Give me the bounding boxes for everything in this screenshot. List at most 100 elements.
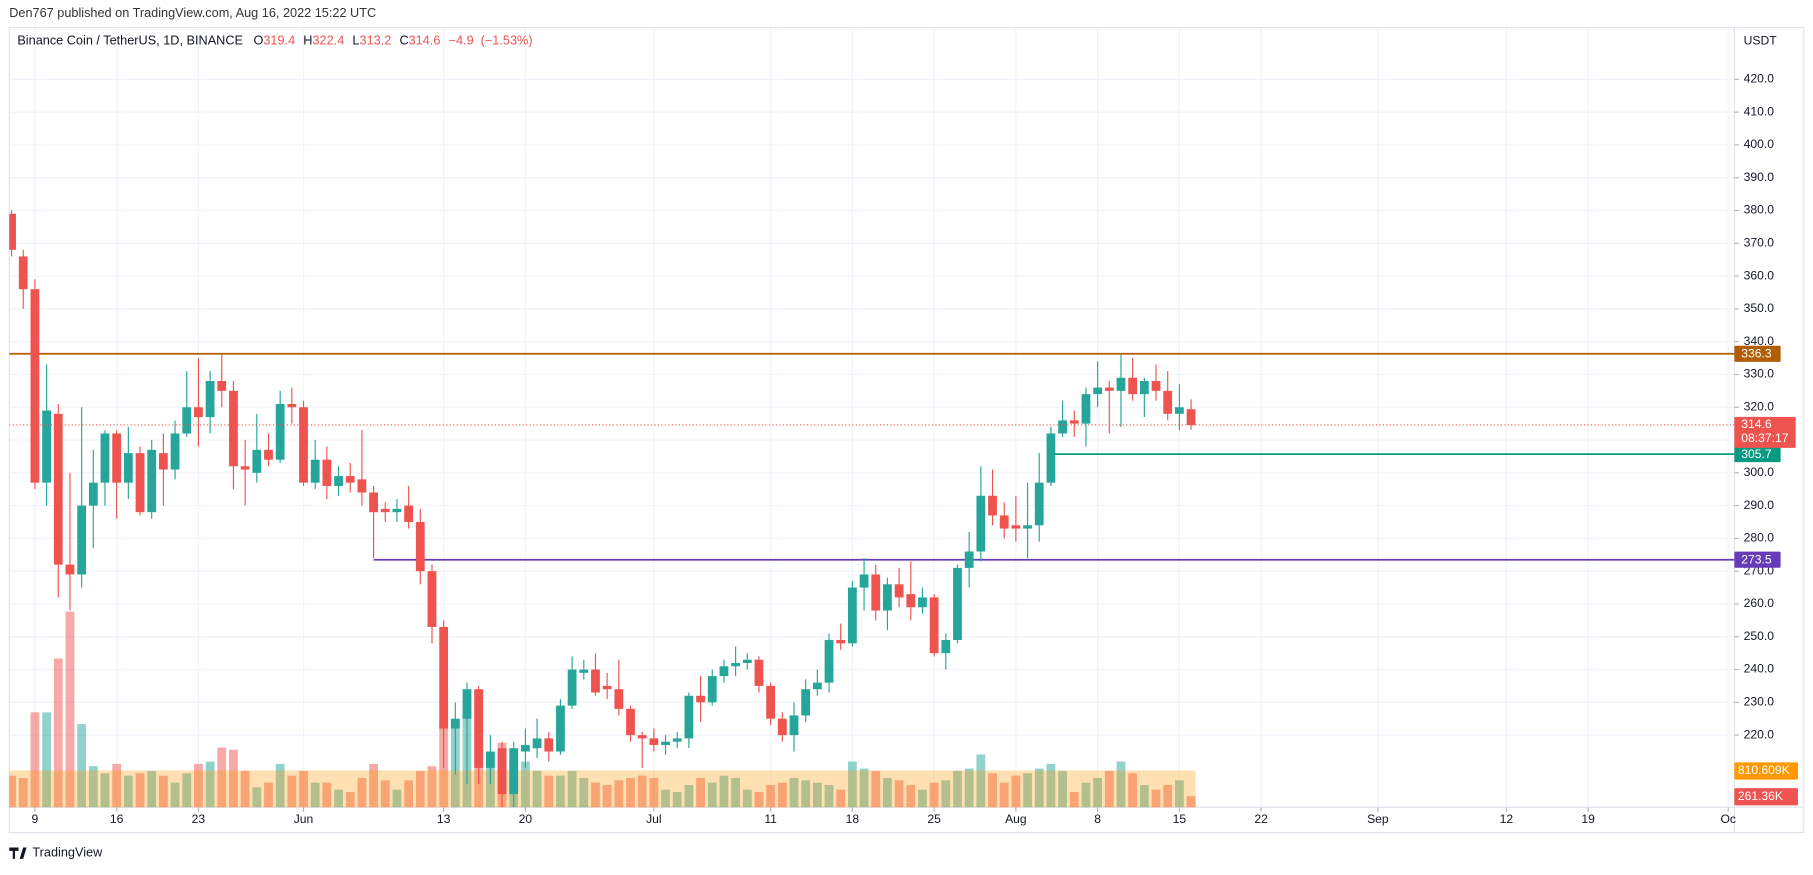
- y-tick-label: 330.0: [1744, 367, 1775, 381]
- volume-bar: [369, 763, 378, 808]
- volume-bar: [1174, 780, 1184, 808]
- candle-body: [194, 407, 203, 418]
- publish-header: Den767 published on TradingView.com, Aug…: [9, 6, 376, 20]
- candle-body: [999, 515, 1009, 529]
- volume-bar: [684, 784, 694, 808]
- candle-body: [544, 738, 554, 752]
- x-tick-label: 25: [927, 812, 941, 826]
- volume-bar: [661, 789, 670, 808]
- volume-bar: [1163, 784, 1173, 808]
- volume-bar: [392, 789, 402, 808]
- legend-letter: L: [352, 34, 359, 48]
- candle-body: [1151, 381, 1161, 391]
- x-tick-label: 11: [764, 812, 777, 826]
- candle-body: [883, 584, 892, 611]
- volume-bar: [275, 763, 285, 808]
- volume-bar: [941, 780, 951, 808]
- x-tick-label: 18: [846, 812, 860, 826]
- y-tick-label: 220.0: [1744, 727, 1775, 741]
- volume-bar: [194, 763, 203, 808]
- candle-body: [217, 381, 227, 391]
- candle-body: [777, 718, 787, 736]
- x-tick-label: 22: [1254, 812, 1268, 826]
- volume-bar: [1023, 773, 1032, 808]
- volume-ma-label: 810.609K: [1738, 763, 1790, 777]
- level-label: 273.5: [1741, 552, 1772, 566]
- candle-body: [415, 521, 425, 572]
- volume-bar: [18, 777, 28, 808]
- y-tick-label: 300.0: [1744, 465, 1775, 479]
- volume-bar: [1034, 768, 1044, 808]
- candle-body: [474, 689, 484, 768]
- candle-body: [731, 662, 740, 667]
- candle-body: [579, 669, 589, 673]
- brand-text: TradingView: [32, 846, 103, 860]
- volume-bar: [322, 782, 332, 808]
- candle-body: [1046, 433, 1056, 483]
- volume-bar: [591, 782, 600, 808]
- y-tick-label: 340.0: [1744, 334, 1775, 348]
- volume-bar: [299, 770, 308, 808]
- candle-body: [392, 508, 402, 513]
- y-tick-label: 410.0: [1744, 104, 1775, 118]
- candle-body: [591, 669, 600, 693]
- candle-body: [65, 564, 75, 575]
- last-volume-label: 261.36K: [1738, 789, 1783, 803]
- candle-body: [205, 381, 215, 418]
- x-tick-label: Jun: [294, 812, 314, 826]
- x-tick-label: 9: [32, 812, 39, 826]
- candle-body: [252, 449, 262, 473]
- candle-body: [9, 213, 16, 250]
- volume-bar: [1116, 761, 1126, 808]
- candle-body: [158, 453, 168, 470]
- candle-body: [812, 682, 822, 690]
- candle-body: [30, 289, 40, 483]
- candle-body: [906, 594, 916, 608]
- volume-bar: [65, 611, 75, 808]
- candle-body: [1093, 387, 1103, 395]
- volume-bar: [1093, 777, 1103, 808]
- candle-body: [661, 741, 670, 745]
- volume-bar: [170, 782, 180, 808]
- legend-close: 314.6: [409, 34, 441, 48]
- volume-bar: [158, 775, 168, 808]
- level-label-bg: [1734, 551, 1781, 568]
- candle-body: [1081, 394, 1091, 424]
- candle-body: [345, 476, 355, 483]
- legend-change: −4.9: [449, 34, 474, 48]
- x-tick-label: Aug: [1005, 812, 1027, 826]
- x-tick-label: 20: [519, 812, 533, 826]
- candle-body: [1116, 377, 1126, 391]
- candle-body: [789, 715, 799, 736]
- level-label: 336.3: [1741, 347, 1772, 361]
- volume-bar: [1151, 789, 1161, 808]
- legend-open: 319.4: [263, 34, 295, 48]
- volume-bar: [696, 777, 705, 808]
- candle-body: [1139, 381, 1149, 395]
- candle-body: [976, 495, 986, 552]
- candle-body: [380, 508, 390, 513]
- volume-bar: [766, 784, 776, 808]
- volume-bar: [404, 780, 414, 808]
- last-price-label: 314.6: [1741, 417, 1772, 431]
- candle-body: [485, 751, 495, 768]
- x-tick-label: 8: [1094, 812, 1101, 826]
- volume-bar: [252, 787, 262, 808]
- candle-body: [801, 689, 811, 716]
- candle-body: [112, 433, 122, 483]
- volume-bar: [217, 747, 227, 808]
- y-tick-label: 230.0: [1744, 695, 1775, 709]
- candle-body: [1023, 525, 1032, 529]
- candle-body: [964, 551, 974, 568]
- x-tick-label: Jul: [646, 812, 662, 826]
- volume-bar: [556, 775, 565, 808]
- volume-bar: [9, 775, 16, 808]
- candle-body: [147, 449, 157, 513]
- candle-body: [556, 705, 565, 752]
- volume-bar: [1104, 770, 1114, 808]
- volume-bar: [1011, 775, 1021, 808]
- volume-bar: [883, 777, 892, 808]
- volume-bar: [964, 768, 974, 808]
- volume-bar: [847, 761, 857, 808]
